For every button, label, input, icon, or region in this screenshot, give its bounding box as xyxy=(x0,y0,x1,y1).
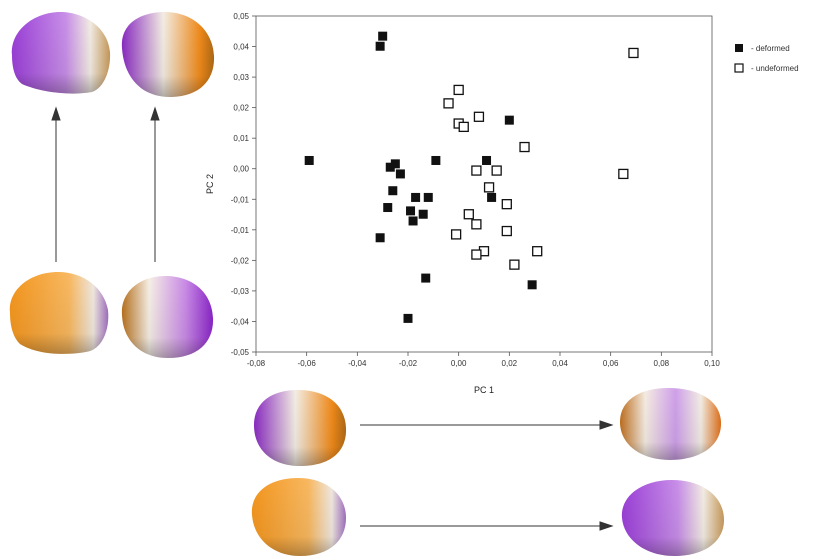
x-tick-label: -0,08 xyxy=(247,359,266,368)
point-undeformed xyxy=(453,84,464,96)
legend-label-deformed: - deformed xyxy=(751,44,790,53)
x-tick-label: 0,10 xyxy=(704,359,720,368)
skull-bottom-row2-left-image xyxy=(251,478,346,556)
shape-change-arrows xyxy=(51,106,614,531)
y-tick-label: 0,02 xyxy=(233,104,249,113)
y-tick-label: -0,02 xyxy=(231,256,250,265)
y-tick-label: 0,00 xyxy=(233,165,249,174)
legend: - deformed - undeformed xyxy=(734,44,799,73)
point-undeformed xyxy=(483,182,495,193)
y-tick-label: -0,05 xyxy=(231,348,250,357)
x-tick-label: 0,06 xyxy=(603,359,619,368)
arrow-right-row1-head xyxy=(599,420,614,430)
point-undeformed xyxy=(450,229,462,240)
point-undeformed xyxy=(443,98,454,109)
x-tick-label: -0,04 xyxy=(348,359,367,368)
y-tick-label: 0,04 xyxy=(233,43,249,52)
point-deformed xyxy=(421,273,431,283)
point-undeformed xyxy=(532,246,543,257)
point-deformed xyxy=(423,192,433,202)
point-undeformed xyxy=(501,225,512,237)
y-tick-label: 0,01 xyxy=(233,134,249,143)
point-deformed xyxy=(418,209,428,219)
point-deformed xyxy=(403,313,413,323)
y-axis-label: PC 2 xyxy=(205,174,215,194)
point-undeformed xyxy=(491,165,502,176)
point-deformed xyxy=(527,280,537,290)
point-deformed xyxy=(406,206,416,216)
legend-marker-undeformed xyxy=(734,63,744,73)
point-undeformed xyxy=(471,249,482,260)
x-tick-label: 0,00 xyxy=(451,359,467,368)
x-axis-ticks: -0,08 -0,06 -0,04 -0,02 0,00 0,02 0,04 0,06 0,08… xyxy=(247,352,720,368)
point-deformed xyxy=(383,203,393,213)
arrow-up-right-head xyxy=(150,106,160,121)
point-deformed xyxy=(385,162,395,172)
point-undeformed xyxy=(618,168,629,180)
scatter-points xyxy=(304,31,639,323)
x-tick-label: -0,02 xyxy=(399,359,418,368)
point-undeformed xyxy=(463,209,474,220)
point-deformed xyxy=(482,155,492,165)
point-undeformed xyxy=(473,111,485,122)
point-deformed xyxy=(408,216,418,226)
x-axis-label: PC 1 xyxy=(474,385,494,395)
point-deformed xyxy=(304,155,314,165)
skull-top-left-image xyxy=(11,12,111,94)
y-tick-label: -0,03 xyxy=(231,287,250,296)
point-deformed xyxy=(390,159,400,169)
point-undeformed xyxy=(471,219,482,230)
arrow-up-left-head xyxy=(51,106,61,121)
plot-frame xyxy=(255,15,713,353)
x-tick-label: -0,06 xyxy=(298,359,317,368)
y-tick-label: -0,01 xyxy=(231,195,250,204)
point-deformed xyxy=(395,169,405,179)
legend-label-undeformed: - undeformed xyxy=(751,64,799,73)
point-undeformed xyxy=(509,259,520,270)
x-tick-label: 0,04 xyxy=(552,359,568,368)
skull-bottom-row2-right-image xyxy=(621,480,724,556)
arrow-right-row2-head xyxy=(599,521,614,531)
legend-marker-deformed xyxy=(735,44,743,52)
y-tick-label: 0,03 xyxy=(233,73,249,82)
skull-bottom-row1-left-image xyxy=(254,390,347,466)
y-tick-label: -0,04 xyxy=(231,317,250,326)
point-deformed xyxy=(375,233,385,243)
pca-scatter-chart: -0,08 -0,06 -0,04 -0,02 0,00 0,02 0,04 0,06 0,08… xyxy=(205,12,799,395)
point-deformed xyxy=(411,192,421,202)
point-undeformed xyxy=(519,141,530,153)
point-undeformed xyxy=(458,121,469,133)
shape-illustrations xyxy=(9,12,724,556)
y-tick-label: -0,01 xyxy=(231,226,250,235)
y-axis-ticks: 0,05 0,04 0,03 0,02 0,01 0,00 -0,01 -0,01 -0,02 -… xyxy=(231,12,256,357)
x-tick-label: 0,02 xyxy=(502,359,518,368)
skull-mid-right-image xyxy=(121,276,214,358)
skull-top-right-image xyxy=(121,12,215,98)
y-tick-label: 0,05 xyxy=(233,12,249,21)
point-deformed xyxy=(504,115,514,125)
skull-bottom-row1-right-image xyxy=(620,388,722,460)
x-tick-label: 0,08 xyxy=(654,359,670,368)
point-undeformed xyxy=(471,165,482,176)
point-undeformed xyxy=(628,47,639,59)
point-undeformed xyxy=(501,199,512,210)
point-deformed xyxy=(431,155,441,165)
point-deformed xyxy=(378,31,388,41)
skull-mid-left-image xyxy=(9,272,109,354)
point-deformed xyxy=(388,186,398,196)
point-deformed xyxy=(375,41,385,51)
point-deformed xyxy=(487,192,497,202)
